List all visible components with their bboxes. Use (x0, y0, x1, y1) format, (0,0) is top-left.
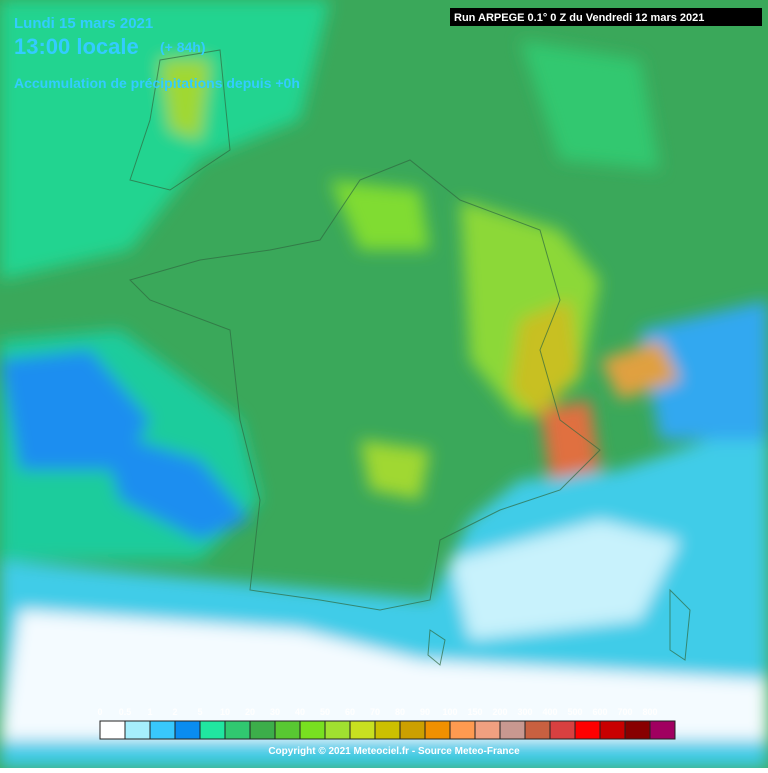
legend-swatch (224, 720, 251, 740)
date: Lundi 15 mars 2021 (14, 15, 153, 32)
legend-swatch (474, 720, 501, 740)
copyright: Copyright © 2021 Meteociel.fr - Source M… (268, 746, 520, 757)
legend-label: 40 (295, 707, 305, 717)
legend-swatch (624, 720, 651, 740)
legend-swatch (499, 720, 526, 740)
legend-swatch (349, 720, 376, 740)
borders (129, 49, 691, 666)
legend-swatch (324, 720, 351, 740)
lead: (+ 84h) (160, 39, 206, 55)
legend-swatch (249, 720, 276, 740)
legend-swatch (549, 720, 576, 740)
time: 13:00 locale (14, 34, 139, 59)
legend-label: 500 (567, 707, 582, 717)
legend-swatch (399, 720, 426, 740)
legend-label: 150 (467, 707, 482, 717)
legend-label: 600 (592, 707, 607, 717)
legend-label: 300 (517, 707, 532, 717)
legend-swatch (274, 720, 301, 740)
legend-label: 80 (395, 707, 405, 717)
legend-swatch (199, 720, 226, 740)
legend-label: 200 (492, 707, 507, 717)
legend-label: 10 (220, 707, 230, 717)
legend-label: 700 (617, 707, 632, 717)
legend-label: 2 (172, 707, 177, 717)
legend-label: 70 (370, 707, 380, 717)
legend-swatch (124, 720, 151, 740)
run: Run ARPEGE 0.1° 0 Z du Vendredi 12 mars … (454, 12, 704, 24)
legend-swatch (374, 720, 401, 740)
legend-swatch (99, 720, 126, 740)
legend-swatch (599, 720, 626, 740)
legend-swatch (424, 720, 451, 740)
legend-swatch (174, 720, 201, 740)
legend-swatch (574, 720, 601, 740)
legend-label: 400 (542, 707, 557, 717)
legend-label: 800 (642, 707, 657, 717)
legend-swatch (524, 720, 551, 740)
legend-label: 0 (97, 707, 102, 717)
legend-swatch (299, 720, 326, 740)
legend-label: 20 (245, 707, 255, 717)
run-box (450, 8, 762, 26)
legend-label: 0.5 (119, 707, 132, 717)
legend-label: 60 (345, 707, 355, 717)
subtitle: Accumulation de précipitations depuis +0… (14, 75, 300, 91)
legend-label: 100 (442, 707, 457, 717)
legend-label: 30 (270, 707, 280, 717)
legend-swatch (449, 720, 476, 740)
legend-label: 5 (197, 707, 202, 717)
legend-label: 90 (420, 707, 430, 717)
legend-label: 1 (147, 707, 152, 717)
legend-label: 50 (320, 707, 330, 717)
legend-swatch (649, 720, 676, 740)
legend-swatch (149, 720, 176, 740)
